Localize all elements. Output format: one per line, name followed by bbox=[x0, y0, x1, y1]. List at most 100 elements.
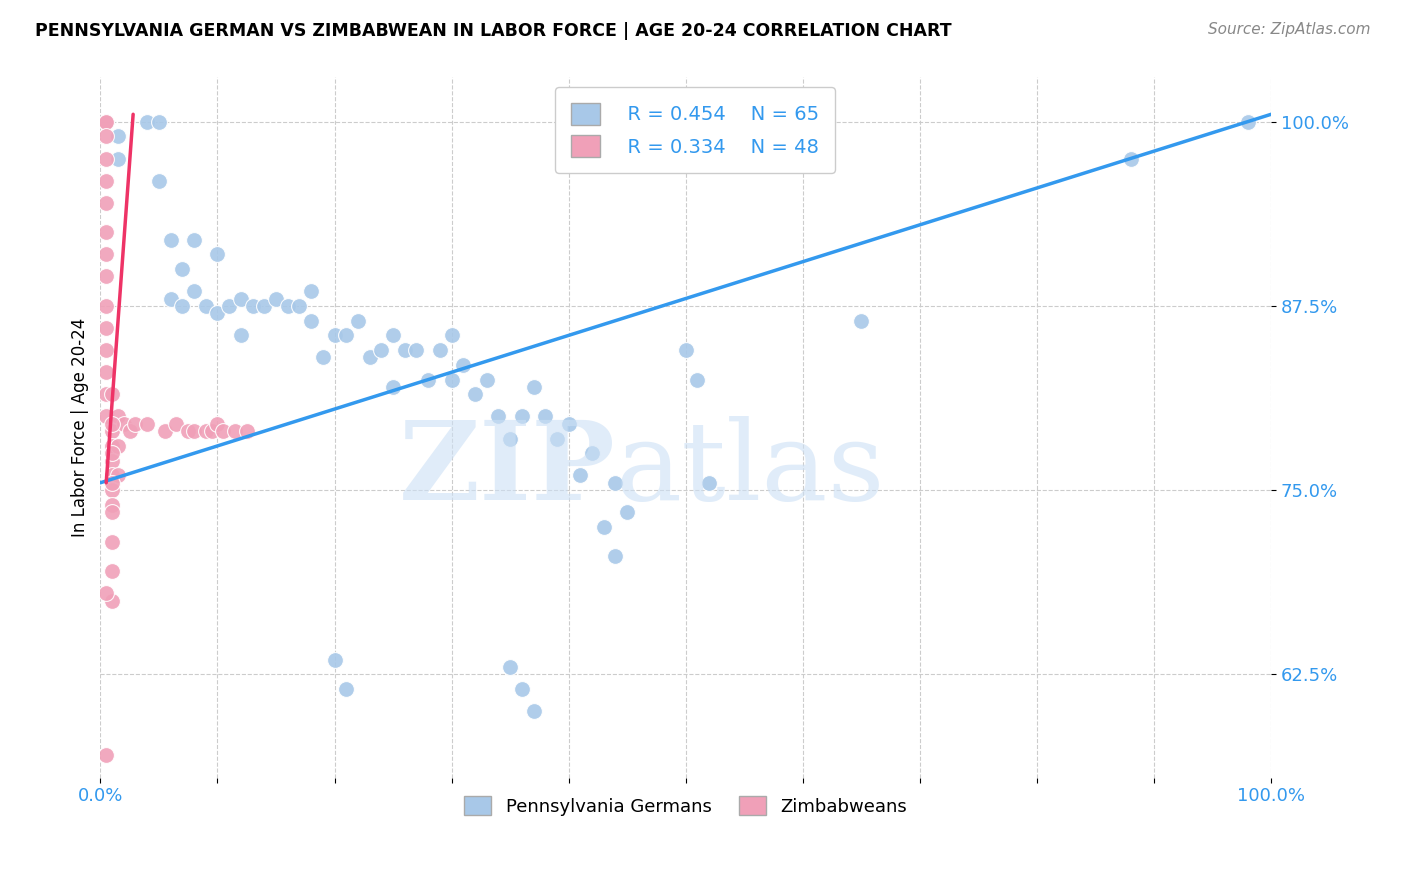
Point bbox=[96, 365, 118, 379]
Point bbox=[697, 475, 720, 490]
Point bbox=[177, 424, 200, 438]
Point bbox=[253, 299, 276, 313]
Point bbox=[405, 343, 427, 358]
Point bbox=[605, 549, 627, 564]
Point bbox=[96, 152, 118, 166]
Point bbox=[347, 313, 370, 327]
Point bbox=[101, 439, 124, 453]
Point bbox=[96, 129, 118, 144]
Point bbox=[107, 468, 129, 483]
Point bbox=[124, 417, 146, 431]
Point bbox=[194, 299, 217, 313]
Legend: Pennsylvania Germans, Zimbabweans: Pennsylvania Germans, Zimbabweans bbox=[456, 787, 917, 824]
Point bbox=[101, 387, 124, 401]
Point bbox=[101, 417, 124, 431]
Point bbox=[101, 534, 124, 549]
Point bbox=[165, 417, 187, 431]
Point bbox=[96, 114, 118, 128]
Point bbox=[1236, 114, 1258, 128]
Text: PENNSYLVANIA GERMAN VS ZIMBABWEAN IN LABOR FORCE | AGE 20-24 CORRELATION CHART: PENNSYLVANIA GERMAN VS ZIMBABWEAN IN LAB… bbox=[35, 22, 952, 40]
Point bbox=[136, 417, 159, 431]
Point bbox=[394, 343, 416, 358]
Point bbox=[440, 373, 463, 387]
Point bbox=[96, 173, 118, 187]
Point bbox=[323, 653, 346, 667]
Point bbox=[264, 292, 287, 306]
Point bbox=[499, 432, 522, 446]
Point bbox=[534, 409, 557, 424]
Point bbox=[299, 284, 322, 298]
Point bbox=[96, 748, 118, 763]
Point bbox=[112, 417, 135, 431]
Point bbox=[101, 498, 124, 512]
Point bbox=[359, 351, 381, 365]
Point bbox=[96, 586, 118, 600]
Point bbox=[148, 114, 170, 128]
Point bbox=[118, 424, 141, 438]
Text: Source: ZipAtlas.com: Source: ZipAtlas.com bbox=[1208, 22, 1371, 37]
Point bbox=[475, 373, 498, 387]
Point bbox=[382, 380, 405, 394]
Point bbox=[107, 129, 129, 144]
Point bbox=[299, 313, 322, 327]
Point bbox=[172, 299, 194, 313]
Y-axis label: In Labor Force | Age 20-24: In Labor Force | Age 20-24 bbox=[72, 318, 89, 537]
Point bbox=[96, 409, 118, 424]
Point bbox=[510, 409, 533, 424]
Point bbox=[172, 262, 194, 277]
Point bbox=[522, 704, 544, 718]
Point bbox=[418, 373, 440, 387]
Point bbox=[440, 328, 463, 343]
Point bbox=[510, 682, 533, 697]
Point bbox=[851, 313, 873, 327]
Point bbox=[218, 299, 240, 313]
Point bbox=[557, 417, 579, 431]
Point bbox=[107, 152, 129, 166]
Point bbox=[686, 373, 709, 387]
Point bbox=[101, 483, 124, 497]
Point bbox=[101, 424, 124, 438]
Point bbox=[183, 233, 205, 247]
Point bbox=[592, 520, 614, 534]
Point bbox=[207, 247, 229, 261]
Point bbox=[136, 114, 159, 128]
Point bbox=[200, 424, 222, 438]
Point bbox=[1119, 152, 1142, 166]
Point bbox=[229, 292, 252, 306]
Point bbox=[486, 409, 509, 424]
Point bbox=[153, 424, 176, 438]
Point bbox=[370, 343, 392, 358]
Point bbox=[96, 269, 118, 284]
Point bbox=[522, 380, 544, 394]
Point bbox=[616, 505, 638, 519]
Point bbox=[569, 468, 592, 483]
Point bbox=[546, 432, 568, 446]
Point bbox=[101, 593, 124, 607]
Point bbox=[96, 299, 118, 313]
Point bbox=[96, 343, 118, 358]
Point bbox=[212, 424, 235, 438]
Point bbox=[224, 424, 246, 438]
Point bbox=[96, 387, 118, 401]
Point bbox=[101, 446, 124, 460]
Point bbox=[159, 233, 181, 247]
Point bbox=[453, 358, 475, 372]
Point bbox=[499, 660, 522, 674]
Point bbox=[207, 417, 229, 431]
Point bbox=[464, 387, 486, 401]
Point bbox=[581, 446, 603, 460]
Point bbox=[107, 439, 129, 453]
Point bbox=[605, 475, 627, 490]
Point bbox=[159, 292, 181, 306]
Point bbox=[101, 475, 124, 490]
Point bbox=[194, 424, 217, 438]
Point bbox=[101, 564, 124, 578]
Point bbox=[96, 321, 118, 335]
Point bbox=[335, 328, 357, 343]
Point bbox=[323, 328, 346, 343]
Point bbox=[382, 328, 405, 343]
Point bbox=[96, 195, 118, 210]
Point bbox=[229, 328, 252, 343]
Point bbox=[288, 299, 311, 313]
Text: ZIP: ZIP bbox=[399, 416, 616, 523]
